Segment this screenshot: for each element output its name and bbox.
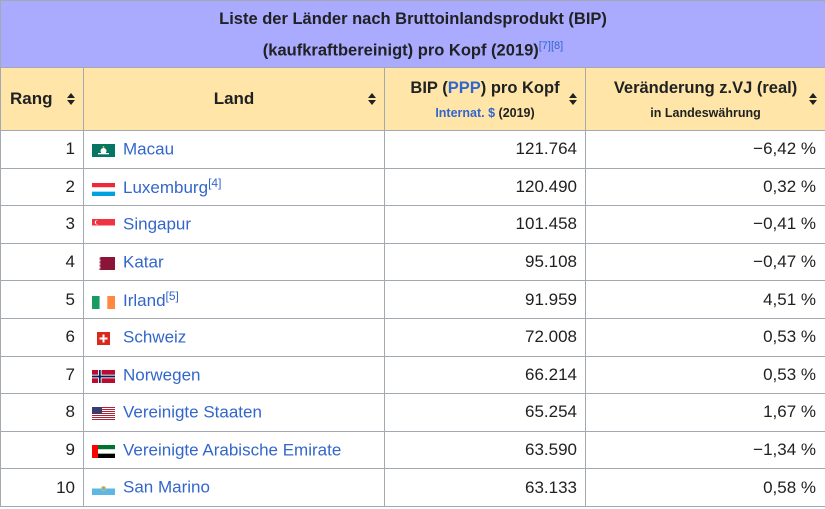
change-value-cell: 1,67 % bbox=[584, 393, 825, 432]
change-value-cell: −1,34 % bbox=[584, 430, 825, 470]
table-row: 5 Irland[5] 91.959 4,51 % bbox=[0, 280, 825, 319]
change-value-cell: 0,58 % bbox=[584, 468, 825, 507]
gdp-value-cell: 120.490 bbox=[384, 167, 586, 207]
country-link[interactable]: Luxemburg bbox=[123, 178, 209, 198]
internat-dollar-link[interactable]: Internat. $ bbox=[435, 105, 496, 120]
country-link[interactable]: Norwegen bbox=[123, 365, 201, 385]
header-bip-suffix: ) pro Kopf bbox=[480, 78, 560, 97]
change-value-cell: 4,51 % bbox=[584, 280, 825, 319]
country-link[interactable]: San Marino bbox=[123, 477, 210, 497]
table-row: 8 Vereinigte Staaten 65.254 1,67 % bbox=[0, 393, 825, 432]
header-bip-prefix: BIP ( bbox=[410, 78, 448, 97]
macau-flag-icon bbox=[92, 142, 117, 158]
country-link[interactable]: Schweiz bbox=[123, 327, 187, 347]
caption-line-2-text: (kaufkraftbereinigt) pro Kopf (2019) bbox=[262, 41, 539, 60]
table-row: 4 Katar 95.108 −0,47 % bbox=[0, 242, 825, 282]
country-cell: Vereinigte Staaten bbox=[83, 393, 385, 432]
country-link[interactable]: Macau bbox=[123, 139, 175, 159]
change-value-cell: 0,53 % bbox=[584, 317, 825, 357]
header-bip-sub: Internat. $ (2019) bbox=[385, 106, 585, 120]
caption-refs-link[interactable]: [7][8] bbox=[538, 39, 564, 52]
rank-cell: 4 bbox=[0, 242, 84, 282]
country-cell: Irland[5] bbox=[83, 280, 385, 319]
table-row: 9 Vereinigte Arabische Emirate 63.590 −1,34… bbox=[0, 430, 825, 470]
header-rank-label: Rang bbox=[10, 89, 53, 108]
ireland-flag-icon bbox=[92, 294, 117, 309]
country-link[interactable]: Katar bbox=[123, 252, 164, 272]
footnote-ref-link[interactable]: [4] bbox=[208, 176, 222, 191]
sort-icon[interactable] bbox=[569, 93, 577, 105]
gdp-value-cell: 91.959 bbox=[384, 280, 586, 319]
rank-cell: 7 bbox=[0, 355, 84, 395]
gdp-value-cell: 101.458 bbox=[384, 205, 586, 244]
change-value-cell: −6,42 % bbox=[584, 130, 825, 169]
country-link[interactable]: Vereinigte Staaten bbox=[123, 402, 262, 422]
header-bip-label: BIP (PPP) pro Kopf bbox=[385, 79, 585, 98]
change-value-cell: −0,41 % bbox=[584, 205, 825, 244]
header-land-label: Land bbox=[213, 89, 255, 108]
table-caption: Liste der Länder nach Bruttoinlandsprodu… bbox=[0, 0, 825, 68]
country-cell: San Marino bbox=[83, 468, 385, 507]
change-value-cell: 0,53 % bbox=[584, 355, 825, 395]
header-land[interactable]: Land bbox=[83, 67, 385, 131]
table-row: 10 San Marino 63.133 0,58 % bbox=[0, 468, 825, 507]
luxembourg-flag-icon bbox=[92, 181, 117, 196]
gdp-value-cell: 66.214 bbox=[384, 355, 586, 395]
singapore-flag-icon bbox=[92, 217, 117, 233]
rank-cell: 5 bbox=[0, 280, 84, 319]
sort-icon[interactable] bbox=[67, 93, 75, 105]
table-row: 6 Schweiz 72.008 0,53 % bbox=[0, 317, 825, 357]
country-cell: Luxemburg[4] bbox=[83, 167, 385, 207]
rank-cell: 2 bbox=[0, 167, 84, 207]
ppp-link[interactable]: PPP bbox=[447, 78, 481, 97]
change-value-cell: −0,47 % bbox=[584, 242, 825, 282]
table-row: 1 Macau 121.764 −6,42 % bbox=[0, 130, 825, 169]
gdp-value-cell: 65.254 bbox=[384, 393, 586, 432]
sort-icon[interactable] bbox=[368, 93, 376, 105]
header-change-sub: in Landeswährung bbox=[650, 105, 761, 120]
uae-flag-icon bbox=[92, 443, 117, 458]
table-row: 2 Luxemburg[4] 120.490 0,32 % bbox=[0, 167, 825, 207]
country-cell: Vereinigte Arabische Emirate bbox=[83, 430, 385, 470]
gdp-value-cell: 72.008 bbox=[384, 317, 586, 357]
gdp-value-cell: 63.590 bbox=[384, 430, 586, 470]
country-cell: Norwegen bbox=[83, 355, 385, 395]
country-link[interactable]: Singapur bbox=[123, 214, 192, 234]
caption-line-1: Liste der Länder nach Bruttoinlandsprodu… bbox=[219, 9, 607, 28]
usa-flag-icon bbox=[92, 405, 117, 421]
header-bip-year: (2019) bbox=[495, 105, 535, 120]
country-link[interactable]: Irland bbox=[123, 291, 166, 311]
country-link[interactable]: Vereinigte Arabische Emirate bbox=[123, 440, 342, 460]
country-cell: Schweiz bbox=[83, 317, 385, 357]
caption-line-2: (kaufkraftbereinigt) pro Kopf (2019)[7][… bbox=[1, 33, 825, 65]
gdp-value-cell: 121.764 bbox=[384, 130, 586, 169]
table-row: 7 Norwegen 66.214 0,53 % bbox=[0, 355, 825, 395]
country-cell: Katar bbox=[83, 242, 385, 282]
header-change[interactable]: Veränderung z.VJ (real) in Landeswährung bbox=[584, 67, 825, 131]
rank-cell: 9 bbox=[0, 430, 84, 470]
qatar-flag-icon bbox=[92, 255, 117, 270]
sort-icon[interactable] bbox=[809, 93, 818, 105]
change-value-cell: 0,32 % bbox=[584, 167, 825, 207]
norway-flag-icon bbox=[92, 368, 117, 383]
footnote-ref-link[interactable]: [5] bbox=[165, 288, 179, 303]
rank-cell: 3 bbox=[0, 205, 84, 244]
country-cell: Singapur bbox=[83, 205, 385, 244]
san-marino-flag-icon bbox=[92, 480, 117, 496]
header-rank[interactable]: Rang bbox=[0, 67, 84, 131]
header-change-label: Veränderung z.VJ (real) bbox=[613, 78, 798, 97]
gdp-value-cell: 63.133 bbox=[384, 468, 586, 507]
rank-cell: 8 bbox=[0, 393, 84, 432]
country-cell: Macau bbox=[83, 130, 385, 169]
switzerland-flag-icon bbox=[92, 330, 117, 346]
rank-cell: 1 bbox=[0, 130, 84, 169]
gdp-value-cell: 95.108 bbox=[384, 242, 586, 282]
header-bip[interactable]: BIP (PPP) pro Kopf Internat. $ (2019) bbox=[384, 67, 586, 131]
table-row: 3 Singapur 101.458 −0,41 % bbox=[0, 205, 825, 244]
rank-cell: 6 bbox=[0, 317, 84, 357]
rank-cell: 10 bbox=[0, 468, 84, 507]
